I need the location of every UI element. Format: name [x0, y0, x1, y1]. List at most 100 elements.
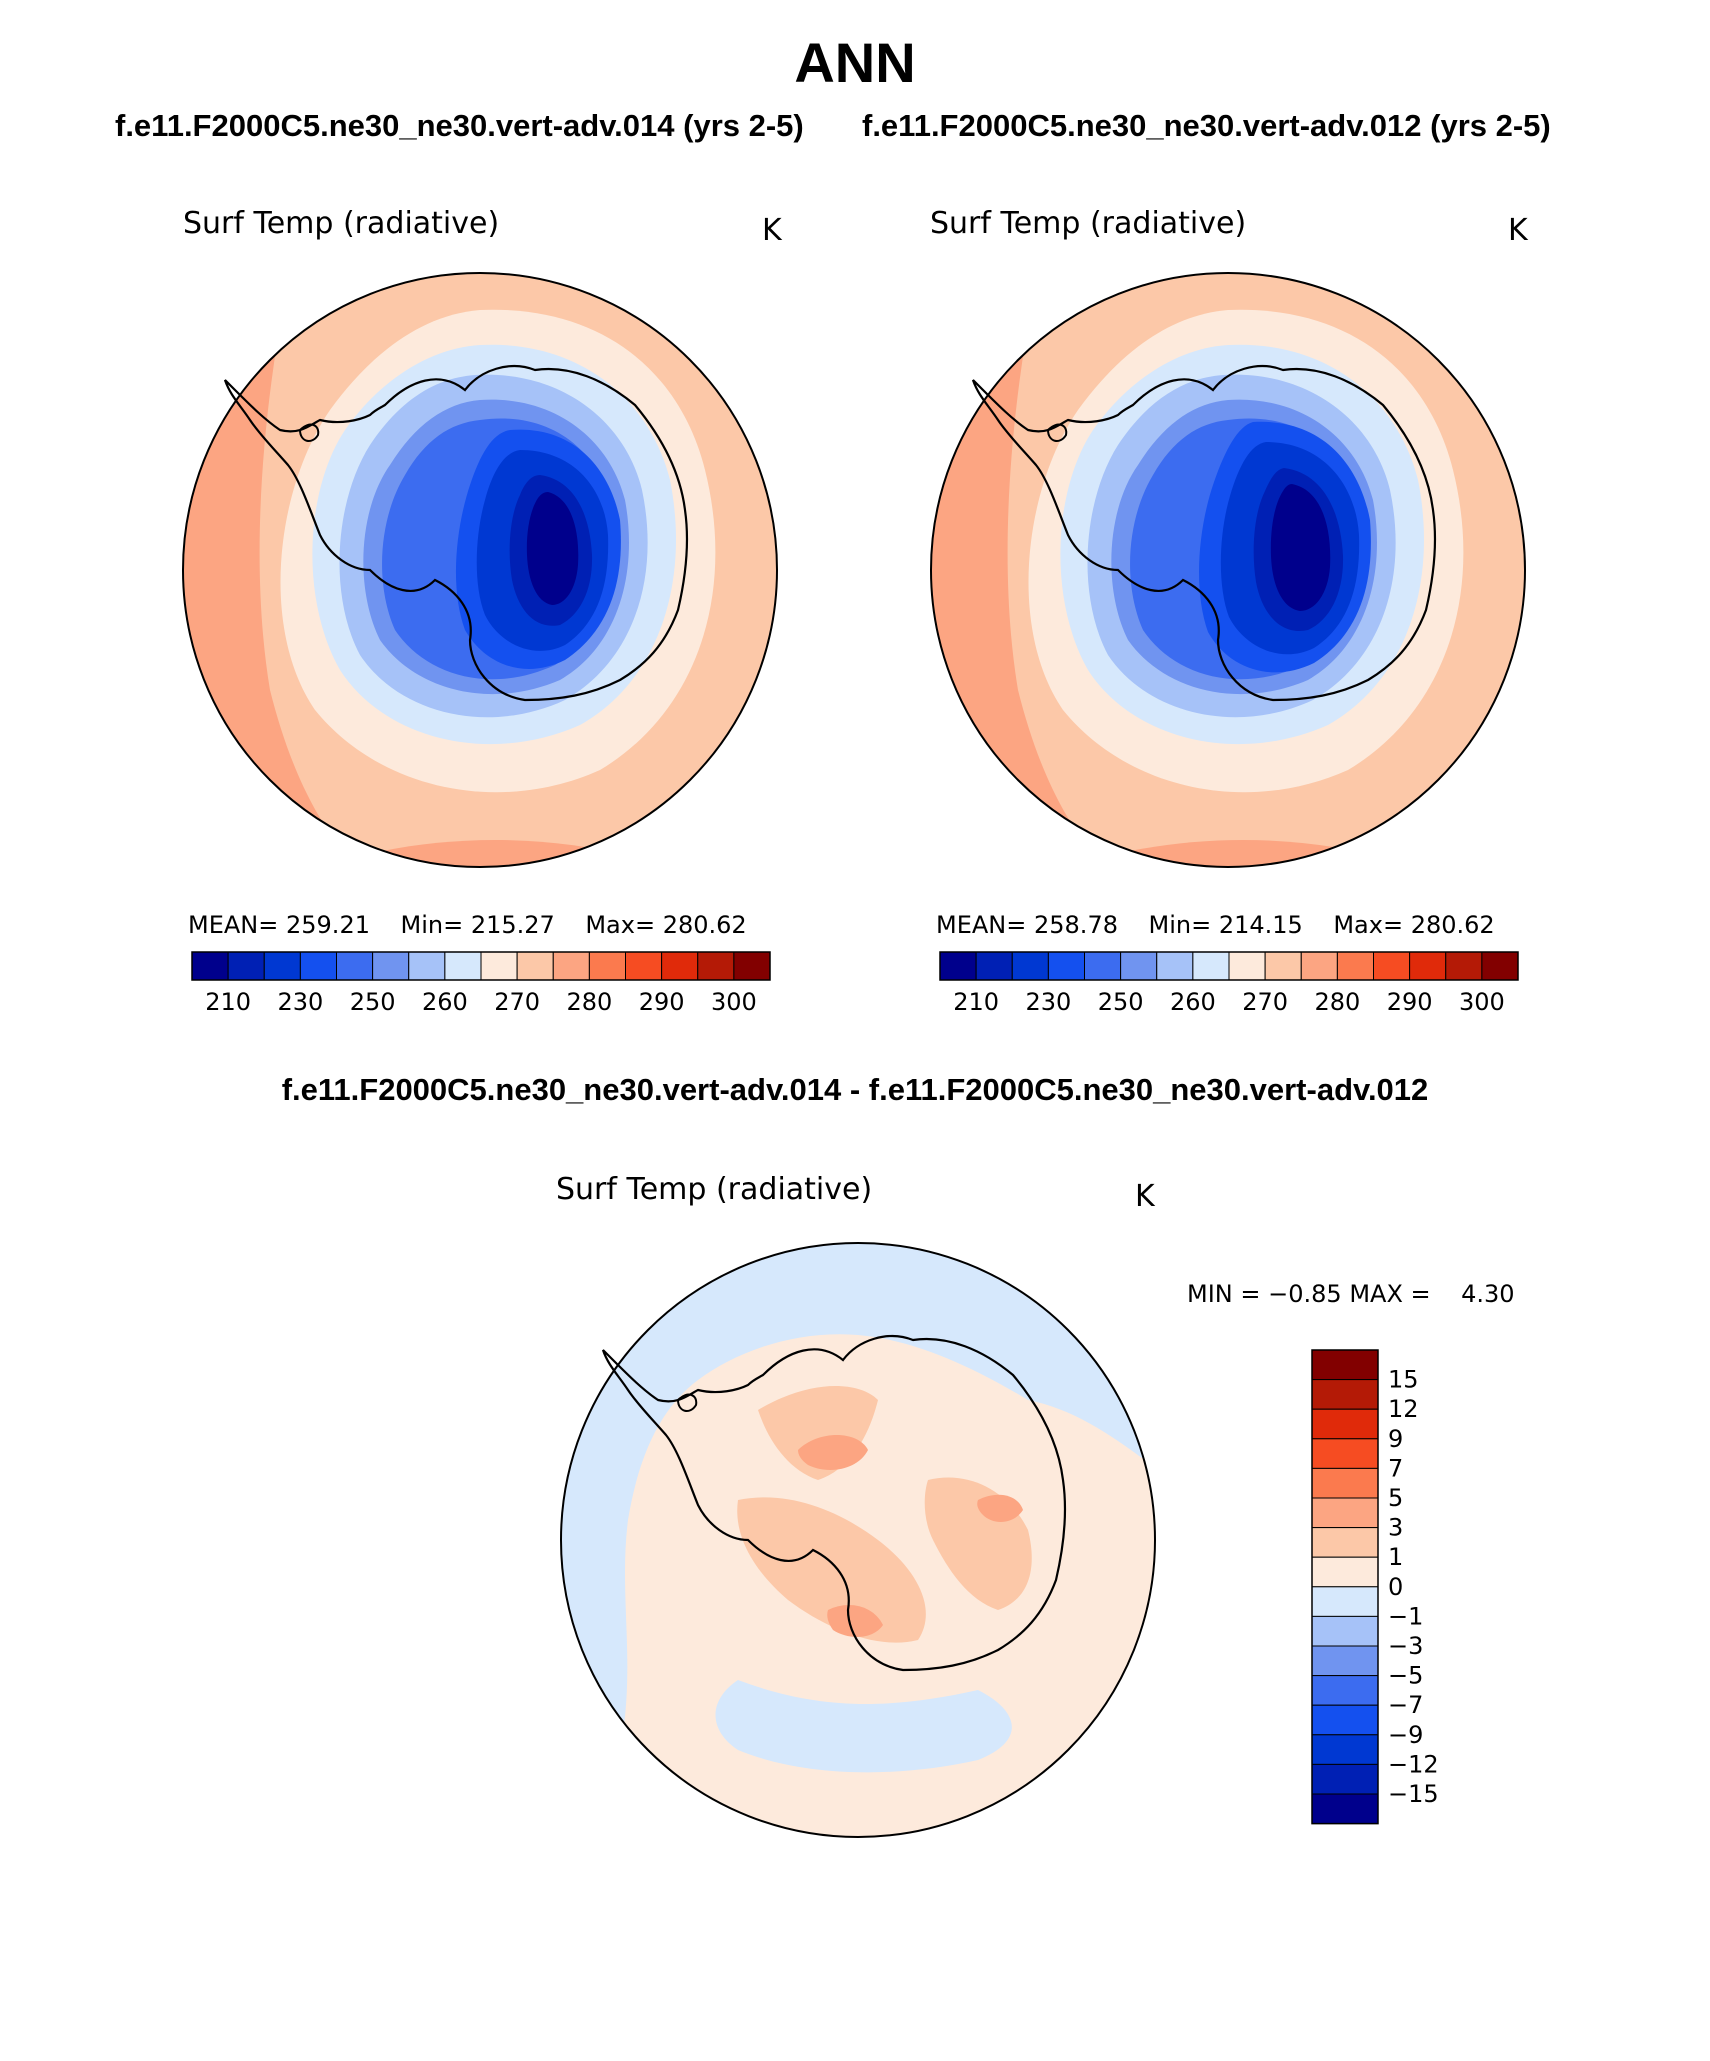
colorbar-tick-label: −3	[1388, 1632, 1423, 1660]
colorbar-swatch	[733, 951, 771, 981]
difference-title: f.e11.F2000C5.ne30_ne30.vert-adv.014 - f…	[281, 1072, 1429, 1107]
colorbar-swatch	[697, 951, 735, 981]
colorbar-swatch	[191, 951, 229, 981]
colorbar-tick-label: 260	[1170, 988, 1216, 1016]
panel2-min-label: Min=	[1148, 911, 1212, 939]
panel1-coastline	[223, 365, 689, 702]
colorbar-swatch	[1311, 1586, 1379, 1617]
colorbar-swatch	[1047, 951, 1085, 981]
panel2-polar-map	[930, 272, 1526, 868]
colorbar-tick-label: 270	[1242, 988, 1288, 1016]
panel1-mean: 259.21	[286, 911, 370, 939]
colorbar-swatch	[408, 951, 446, 981]
colorbar-tick-label: 210	[205, 988, 251, 1016]
panel2-min: 214.15	[1218, 911, 1303, 939]
colorbar-swatch	[227, 951, 265, 981]
colorbar-swatch	[1311, 1704, 1379, 1736]
colorbar-swatch	[1120, 951, 1158, 981]
panel1-max-label: Max=	[585, 911, 656, 939]
panel1-stats: MEAN= 259.21 Min= 215.27 Max= 280.62	[188, 911, 747, 939]
colorbar-swatch	[661, 951, 699, 981]
colorbar-swatch	[1481, 951, 1519, 981]
case-title-right: f.e11.F2000C5.ne30_ne30.vert-adv.012 (yr…	[862, 108, 1551, 143]
colorbar-tick-label: 1	[1388, 1543, 1403, 1571]
colorbar-tick-label: 270	[494, 988, 540, 1016]
panel1-polar-map	[182, 272, 778, 868]
colorbar-tick-label: 280	[566, 988, 612, 1016]
colorbar-tick-label: −12	[1388, 1750, 1439, 1778]
colorbar-tick-label: 230	[1025, 988, 1071, 1016]
colorbar-tick-label: 290	[1387, 988, 1433, 1016]
colorbar-tick-label: 260	[422, 988, 468, 1016]
diff-min: −0.85	[1268, 1280, 1342, 1308]
colorbar-tick-label: 15	[1388, 1366, 1419, 1394]
colorbar-swatch	[336, 951, 374, 981]
colorbar-swatch	[1311, 1615, 1379, 1647]
panel1-min-label: Min=	[400, 911, 464, 939]
colorbar-swatch	[299, 951, 337, 981]
diff-map-border	[560, 1242, 1156, 1838]
colorbar-swatch	[1192, 951, 1230, 981]
diff-polar-map	[560, 1242, 1156, 1838]
panel1-min: 215.27	[470, 911, 555, 939]
colorbar-tick-label: 5	[1388, 1484, 1403, 1512]
panel1-mean-label: MEAN=	[188, 911, 279, 939]
colorbar-swatch	[975, 951, 1013, 981]
colorbar-tick-label: 300	[1459, 988, 1505, 1016]
colorbar-swatch	[1228, 951, 1266, 981]
colorbar-tick-label: −5	[1388, 1662, 1423, 1690]
colorbar-swatch	[1264, 951, 1302, 981]
panel1-colorbar: 210 230 250 260 270 280 290 300	[191, 951, 771, 1016]
colorbar-tick-label: 250	[1098, 988, 1144, 1016]
colorbar-swatch	[625, 951, 663, 981]
colorbar-swatch	[1084, 951, 1122, 981]
colorbar-swatch	[1311, 1379, 1379, 1410]
colorbar-swatch	[1311, 1675, 1379, 1706]
panel2-units: K	[1508, 213, 1528, 248]
colorbar-swatch	[480, 951, 518, 981]
panel2-max: 280.62	[1410, 911, 1495, 939]
colorbar-swatch	[1311, 1763, 1379, 1795]
page-title: ANN	[794, 31, 916, 94]
colorbar-tick-label: 0	[1388, 1573, 1403, 1601]
colorbar-swatch	[552, 951, 590, 981]
colorbar-tick-label: 12	[1388, 1395, 1419, 1423]
colorbar-swatch	[1445, 951, 1483, 981]
colorbar-tick-label: −1	[1388, 1602, 1423, 1630]
colorbar-tick-label: 250	[350, 988, 396, 1016]
diff-variable-title: Surf Temp (radiative)	[556, 1172, 873, 1207]
colorbar-swatch	[1011, 951, 1049, 981]
diff-max: 4.30	[1461, 1280, 1515, 1308]
colorbar-swatch	[1311, 1793, 1379, 1825]
panel2-stats: MEAN= 258.78 Min= 214.15 Max= 280.62	[936, 911, 1495, 939]
colorbar-swatch	[1409, 951, 1447, 981]
colorbar-tick-label: 3	[1388, 1514, 1403, 1542]
colorbar-swatch	[1311, 1645, 1379, 1677]
colorbar-tick-label: 210	[953, 988, 999, 1016]
colorbar-tick-label: 300	[711, 988, 757, 1016]
colorbar-tick-label: −7	[1388, 1691, 1423, 1719]
colorbar-tick-label: −15	[1388, 1780, 1439, 1808]
panel2-mean: 258.78	[1034, 911, 1118, 939]
panel1-units: K	[762, 213, 782, 248]
colorbar-swatch	[1311, 1556, 1379, 1588]
panel2-variable-title: Surf Temp (radiative)	[930, 206, 1247, 241]
colorbar-swatch	[1311, 1467, 1379, 1499]
colorbar-swatch	[1311, 1438, 1379, 1469]
colorbar-tick-label: −9	[1388, 1721, 1423, 1749]
diff-min-label: MIN =	[1187, 1280, 1261, 1308]
panel1-variable-title: Surf Temp (radiative)	[183, 206, 500, 241]
panel2-colorbar: 210 230 250 260 270 280 290 300	[939, 951, 1519, 1016]
colorbar-tick-label: 290	[639, 988, 685, 1016]
colorbar-swatch	[444, 951, 482, 981]
colorbar-swatch	[1300, 951, 1338, 981]
colorbar-swatch	[372, 951, 410, 981]
colorbar-swatch	[1336, 951, 1374, 981]
case-title-left: f.e11.F2000C5.ne30_ne30.vert-adv.014 (yr…	[115, 108, 804, 143]
colorbar-swatch	[1311, 1497, 1379, 1529]
colorbar-swatch	[1156, 951, 1194, 981]
panel2-map-border	[930, 272, 1526, 868]
colorbar-swatch	[1311, 1734, 1379, 1765]
colorbar-tick-label: 9	[1388, 1425, 1403, 1453]
colorbar-swatch	[939, 951, 977, 981]
